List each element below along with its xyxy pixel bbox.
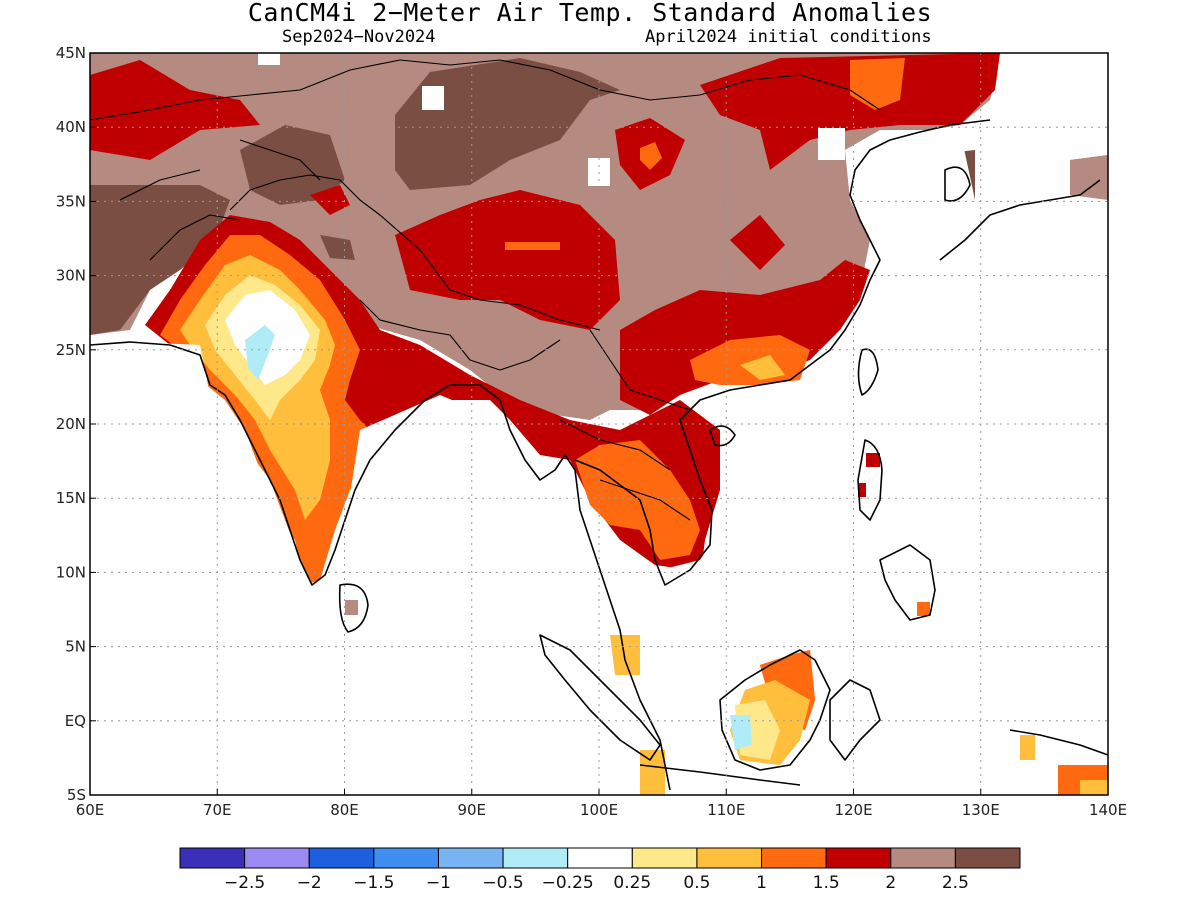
colorbar-swatch bbox=[502, 847, 569, 869]
lon-tick-label: 90E bbox=[457, 801, 486, 819]
field-05-java-top bbox=[640, 750, 665, 795]
colorbar-label: −2 bbox=[297, 873, 322, 893]
colorbar-label: 2.5 bbox=[942, 873, 969, 893]
latitude-labels: 45N 40N 35N 30N 25N 20N 15N 10N 5N EQ 5S bbox=[56, 44, 96, 804]
lon-tick-label: 60E bbox=[76, 801, 105, 819]
lat-tick-label: 45N bbox=[56, 44, 86, 62]
lat-tick-label: 15N bbox=[56, 489, 86, 507]
colorbar-swatch bbox=[761, 847, 827, 869]
colorbar-swatch bbox=[567, 847, 633, 869]
colorbar-swatch bbox=[696, 847, 763, 869]
lat-tick-label: 5N bbox=[65, 638, 86, 656]
forecast-period: Sep2024−Nov2024 bbox=[282, 27, 436, 47]
colorbar-label: −0.25 bbox=[542, 873, 594, 893]
field-1-northeast-spot bbox=[850, 58, 905, 110]
colorbar-swatch bbox=[631, 847, 698, 869]
colorbar-swatch bbox=[308, 847, 375, 869]
field-15-luzon2-top bbox=[858, 483, 866, 497]
lat-tick-label: 20N bbox=[56, 415, 86, 433]
field-15-northeast bbox=[700, 53, 1000, 170]
lat-tick-label: 35N bbox=[56, 192, 86, 210]
colorbar-swatch bbox=[825, 847, 892, 869]
longitude-labels: 60E 70E 80E 90E 100E 110E 120E 130E 140E bbox=[76, 789, 1127, 819]
field-05-newguinea-top bbox=[1080, 780, 1108, 795]
map-title: CanCM4i 2−Meter Air Temp. Standard Anoma… bbox=[247, 0, 933, 27]
colorbar-swatch bbox=[437, 847, 504, 869]
field-1-gobi-spot bbox=[640, 142, 662, 170]
lon-tick-label: 110E bbox=[707, 801, 745, 819]
colorbar-swatch bbox=[954, 847, 1021, 869]
borders bbox=[90, 59, 881, 521]
field-1-tibet-spot bbox=[505, 242, 560, 250]
colorbar-label: 0.5 bbox=[683, 873, 710, 893]
ocean-bay-bengal bbox=[340, 395, 740, 795]
colorbar-label: 1.5 bbox=[813, 873, 840, 893]
lon-tick-label: 100E bbox=[580, 801, 618, 819]
coastlines bbox=[90, 119, 1108, 791]
field-25-mongolia bbox=[395, 58, 620, 190]
initial-conditions: April2024 initial conditions bbox=[645, 27, 932, 47]
ocean-gulf-thailand bbox=[605, 540, 700, 610]
colorbar-label: −0.5 bbox=[482, 873, 523, 893]
lat-tick-label: 25N bbox=[56, 341, 86, 359]
field-15-luzon-top bbox=[866, 453, 880, 467]
field-15-tibet bbox=[395, 190, 620, 330]
lat-tick-label: 30N bbox=[56, 267, 86, 285]
field-1-indochina bbox=[575, 440, 700, 560]
lat-tick-label: 5S bbox=[67, 786, 86, 804]
field-2-japan-top bbox=[1070, 155, 1108, 200]
field-15-southchina bbox=[620, 260, 870, 415]
field-05-guangdong bbox=[740, 355, 785, 380]
colorbar-swatch bbox=[373, 847, 439, 869]
field-15-bangladesh bbox=[310, 185, 350, 215]
lat-tick-label: 40N bbox=[56, 118, 86, 136]
colorbar: −2.5 −2 −1.5 −1 −0.5 −0.25 0.25 0.5 1 1.5 2 2.5 bbox=[179, 847, 1021, 893]
colorbar-swatch bbox=[244, 847, 310, 869]
colorbar-swatch bbox=[179, 847, 246, 869]
colorbar-label: −2.5 bbox=[224, 873, 265, 893]
lon-tick-label: 120E bbox=[834, 801, 872, 819]
colorbar-label: 0.25 bbox=[613, 873, 651, 893]
lon-tick-label: 130E bbox=[962, 801, 1000, 819]
field-m025-india bbox=[245, 325, 275, 380]
field-2-srilanka-top bbox=[345, 600, 358, 615]
lat-tick-label: 10N bbox=[56, 563, 86, 581]
colorbar-label: −1 bbox=[426, 873, 451, 893]
field-05-moluccas-top bbox=[1020, 735, 1035, 760]
field-1-mindanao-top bbox=[917, 602, 930, 616]
ocean-arabian bbox=[90, 340, 345, 795]
lat-tick-label: EQ bbox=[65, 712, 86, 730]
lon-tick-label: 70E bbox=[203, 801, 232, 819]
gridlines bbox=[90, 53, 1108, 795]
field-25-tibet bbox=[320, 235, 355, 260]
lon-tick-label: 140E bbox=[1089, 801, 1127, 819]
field-m025-borneo-core bbox=[730, 715, 752, 750]
ocean-pacific bbox=[700, 130, 1108, 795]
colorbar-label: 1 bbox=[756, 873, 767, 893]
field-05-sumatra-top bbox=[610, 635, 640, 675]
field-15-sichuan bbox=[730, 215, 785, 270]
colorbar-label: 2 bbox=[885, 873, 896, 893]
field-15-northwest bbox=[90, 60, 260, 160]
colorbar-label: −1.5 bbox=[353, 873, 394, 893]
colorbar-swatch bbox=[890, 847, 956, 869]
lon-tick-label: 80E bbox=[330, 801, 359, 819]
